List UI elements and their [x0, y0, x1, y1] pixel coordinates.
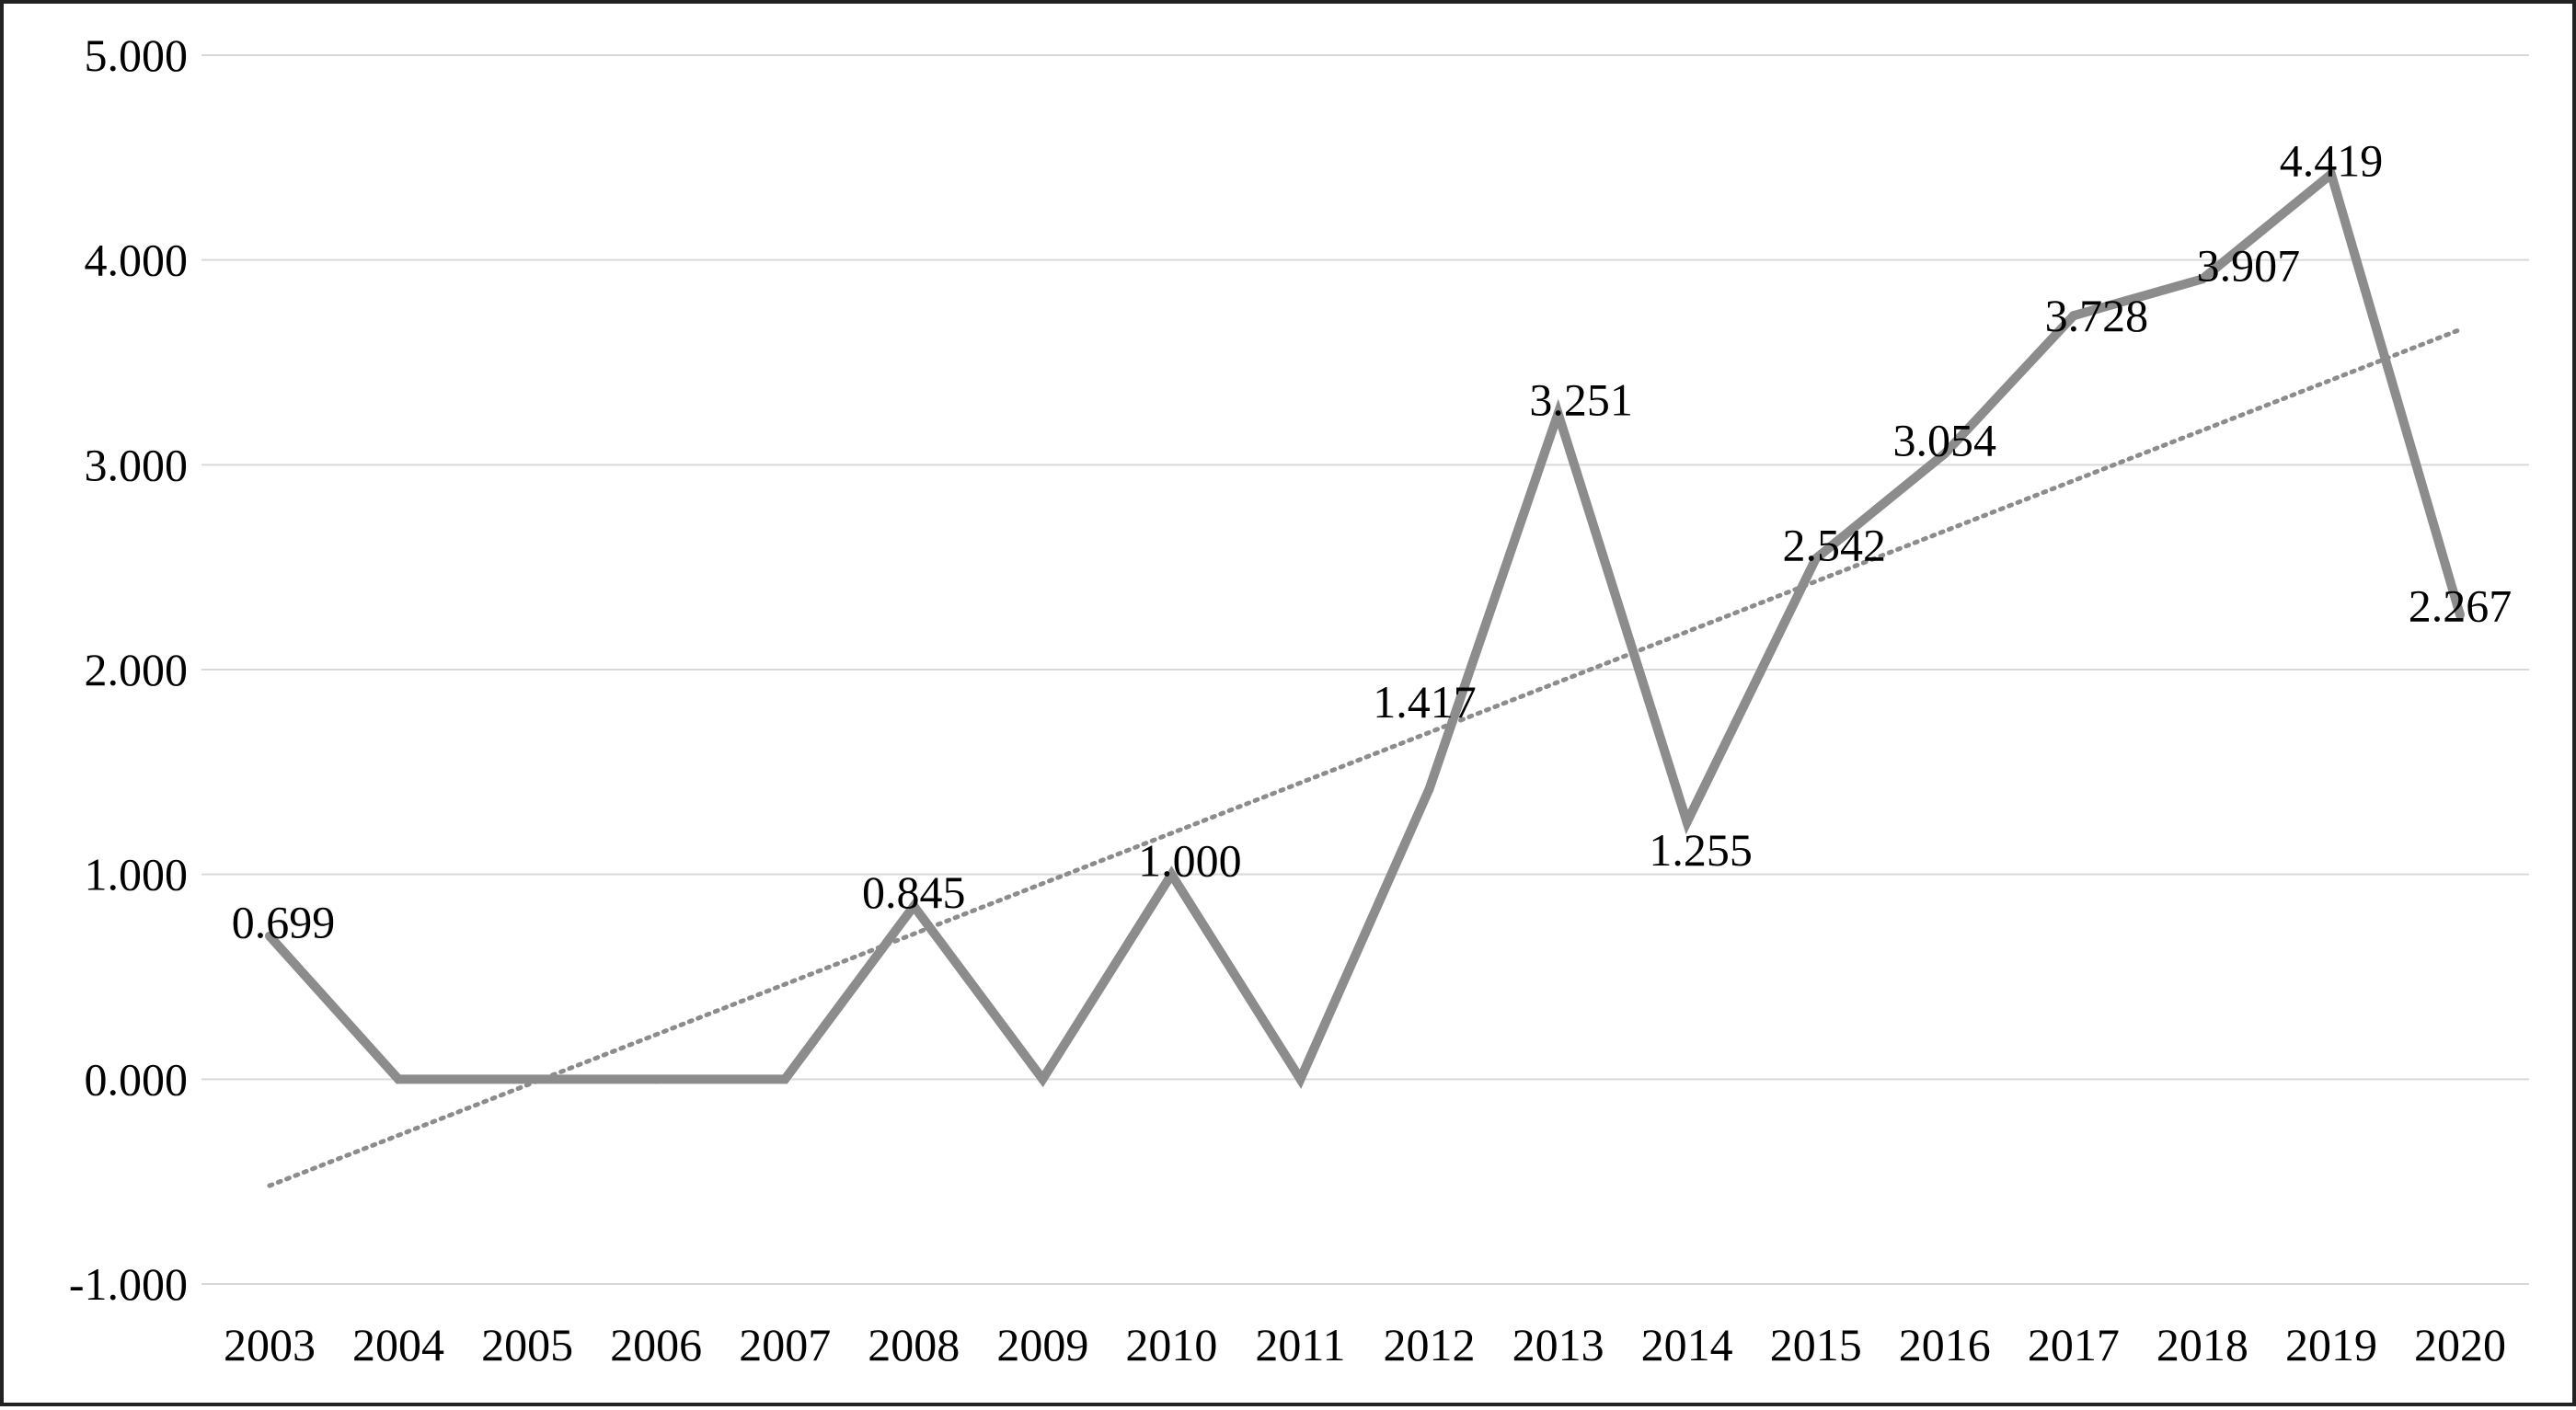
line-chart: -1.000 0.000 1.000 2.000 3.000 4.000 5.000 200… — [69, 29, 2529, 1370]
series-line — [266, 166, 2465, 1089]
data-point — [1939, 449, 1949, 459]
data-point — [909, 901, 919, 911]
data-label: 0.699 — [232, 897, 336, 948]
x-tick-label: 2012 — [1384, 1319, 1476, 1370]
y-tick-label: 5.000 — [85, 29, 189, 81]
x-tick-label: 2017 — [2028, 1319, 2120, 1370]
data-point — [1038, 1074, 1048, 1084]
data-point — [1811, 554, 1821, 564]
y-tick-label: 0.000 — [85, 1053, 189, 1105]
y-tick-label: -1.000 — [69, 1258, 188, 1310]
x-axis-tick-labels: 2003 2004 2005 2006 2007 2008 2009 2010 2011 2012… — [224, 1319, 2506, 1370]
data-label: 1.417 — [1373, 676, 1477, 728]
x-tick-label: 2003 — [224, 1319, 316, 1370]
data-label: 2.267 — [2409, 580, 2513, 632]
y-tick-label: 3.000 — [85, 439, 189, 490]
x-tick-label: 2008 — [868, 1319, 960, 1370]
data-label: 2.542 — [1782, 519, 1886, 570]
data-point — [780, 1074, 790, 1084]
data-point — [265, 931, 274, 941]
x-tick-label: 2011 — [1255, 1319, 1345, 1370]
data-point — [1553, 408, 1563, 418]
x-tick-label: 2016 — [1899, 1319, 1991, 1370]
trendline-group — [267, 327, 2463, 1188]
data-label: 3.054 — [1893, 414, 1997, 465]
x-tick-label: 2005 — [481, 1319, 573, 1370]
data-label: 3.907 — [2197, 239, 2301, 291]
data-point — [2068, 311, 2078, 321]
data-label: 0.845 — [862, 866, 966, 918]
x-tick-label: 2006 — [610, 1319, 702, 1370]
x-tick-label: 2015 — [1770, 1319, 1862, 1370]
x-tick-label: 2007 — [739, 1319, 831, 1370]
data-label: 1.000 — [1138, 835, 1242, 887]
data-label: 3.728 — [2045, 290, 2149, 341]
data-label: 3.251 — [1529, 373, 1633, 425]
data-label: 1.255 — [1649, 824, 1753, 876]
data-label: 4.419 — [2280, 134, 2384, 186]
series-group — [265, 166, 2465, 1089]
y-tick-label: 2.000 — [85, 644, 189, 695]
data-point — [2455, 610, 2465, 620]
x-tick-label: 2018 — [2156, 1319, 2248, 1370]
x-tick-label: 2010 — [1125, 1319, 1217, 1370]
data-point — [2326, 169, 2336, 179]
y-axis-tick-labels: -1.000 0.000 1.000 2.000 3.000 4.000 5.000 — [69, 29, 188, 1310]
x-tick-label: 2009 — [996, 1319, 1088, 1370]
data-point — [394, 1074, 404, 1084]
data-point — [1167, 869, 1177, 879]
x-tick-label: 2014 — [1641, 1319, 1733, 1370]
y-tick-label: 4.000 — [85, 235, 189, 286]
x-tick-label: 2004 — [352, 1319, 444, 1370]
data-point — [523, 1074, 533, 1084]
data-point — [651, 1074, 661, 1084]
x-tick-label: 2019 — [2285, 1319, 2377, 1370]
x-tick-label: 2020 — [2414, 1319, 2506, 1370]
y-tick-label: 1.000 — [85, 849, 189, 900]
data-point — [2197, 274, 2207, 284]
x-tick-label: 2013 — [1512, 1319, 1604, 1370]
data-point — [1682, 817, 1692, 827]
trendline — [267, 327, 2463, 1188]
data-point — [1424, 784, 1434, 794]
data-labels: 0.699 0.845 1.000 1.417 3.251 1.255 2.542 3.054… — [232, 134, 2513, 947]
gridlines — [201, 54, 2529, 1285]
data-point — [1295, 1074, 1305, 1084]
